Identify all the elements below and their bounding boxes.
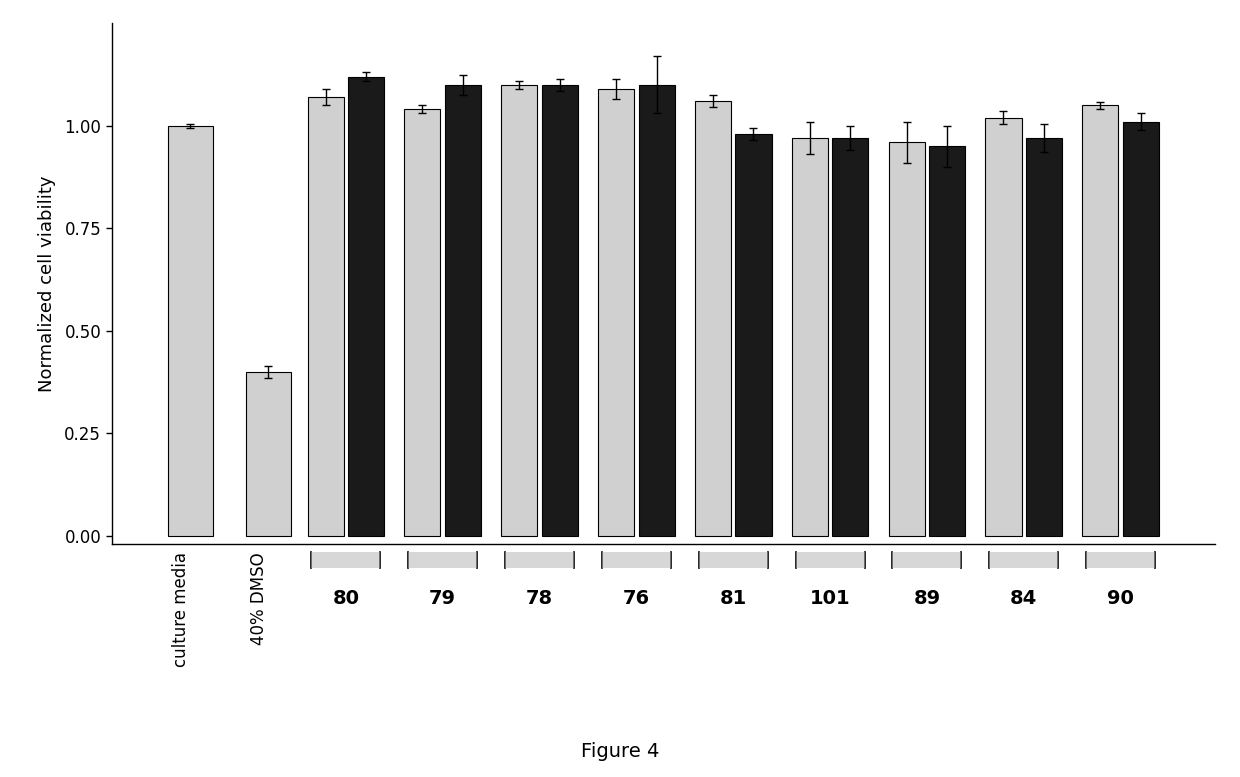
Bar [598, 89, 634, 535]
Bar [699, 552, 768, 569]
Bar [408, 552, 477, 569]
Text: 80: 80 [332, 589, 360, 608]
Bar [167, 126, 213, 535]
Bar [246, 371, 290, 535]
Bar [445, 85, 481, 535]
Y-axis label: Normalized cell viability: Normalized cell viability [38, 176, 56, 392]
Text: 89: 89 [914, 589, 940, 608]
Text: 90: 90 [1107, 589, 1135, 608]
Bar [735, 134, 771, 535]
Bar [1123, 122, 1159, 535]
Bar [1025, 138, 1061, 535]
Text: 40% DMSO: 40% DMSO [250, 552, 268, 645]
Bar [796, 552, 864, 569]
Bar [404, 110, 440, 535]
Bar [792, 138, 828, 535]
Bar [601, 552, 671, 569]
Text: 78: 78 [526, 589, 553, 608]
Bar [990, 552, 1058, 569]
Bar [694, 101, 730, 535]
Bar [348, 77, 384, 535]
Bar [889, 142, 925, 535]
Bar [542, 85, 578, 535]
Bar [1083, 106, 1118, 535]
Bar [893, 552, 961, 569]
Bar [501, 85, 537, 535]
Text: 81: 81 [719, 589, 746, 608]
Text: 101: 101 [810, 589, 851, 608]
Bar [311, 552, 381, 569]
Text: culture media: culture media [172, 552, 191, 667]
Bar [505, 552, 574, 569]
Bar [832, 138, 868, 535]
Bar [929, 146, 965, 535]
Text: 84: 84 [1011, 589, 1038, 608]
Text: Figure 4: Figure 4 [580, 743, 660, 761]
Bar [1086, 552, 1156, 569]
Text: 76: 76 [622, 589, 650, 608]
Bar [639, 85, 675, 535]
Text: 79: 79 [429, 589, 456, 608]
Bar [986, 117, 1022, 535]
Bar [308, 97, 343, 535]
